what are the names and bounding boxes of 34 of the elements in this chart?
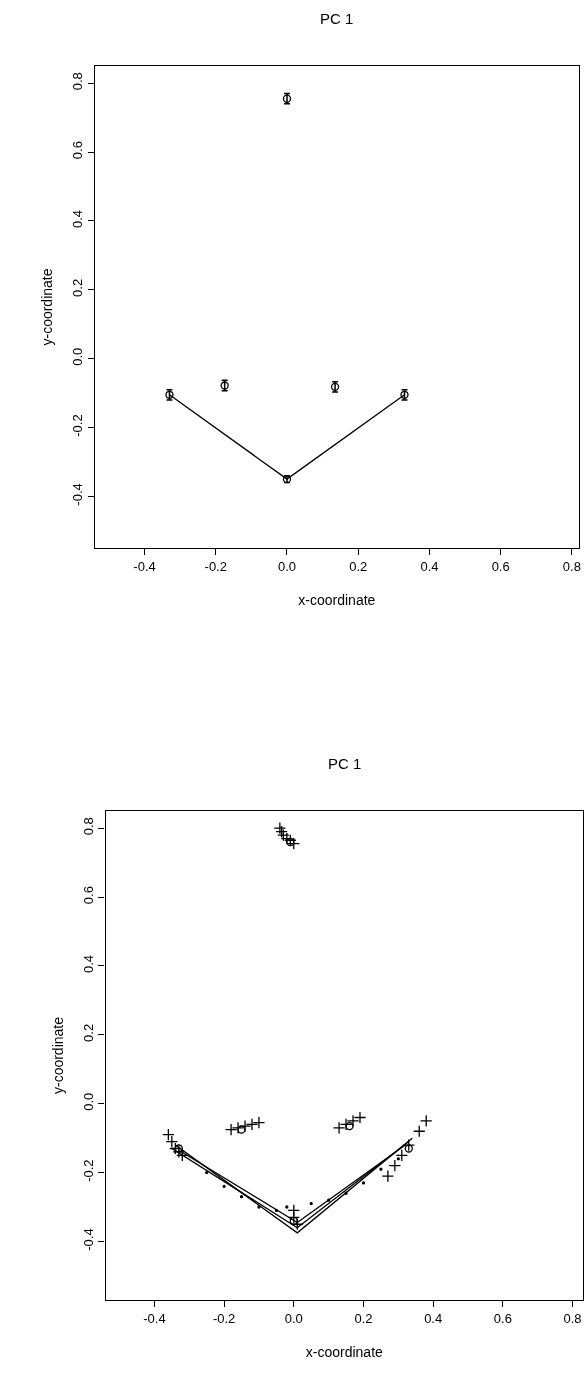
x-tick-label: -0.2 [204,558,227,574]
x-tick-label: 0.4 [420,558,439,574]
x-axis-title: x-coordinate [305,1344,384,1361]
x-axis-title: x-coordinate [298,592,376,609]
x-tick-label: 0.6 [491,558,510,574]
x-tick-label: 0.8 [562,558,581,574]
x-tick-label: 0.4 [424,1310,443,1326]
y-tick-label: 0.6 [81,886,97,905]
chart-title: PC 1 [320,10,354,27]
x-tick-label: 0.0 [284,1310,303,1326]
x-tick-label: 0.6 [493,1310,512,1326]
y-tick-label: 0.2 [70,278,86,297]
y-tick-label: -0.2 [81,1159,97,1182]
y-tick-label: 0.8 [81,817,97,836]
x-tick-label: 0.0 [277,558,297,574]
y-tick-label: 0.0 [70,347,86,366]
y-tick-label: 0.4 [81,954,97,974]
x-tick-label: -0.4 [143,1310,166,1326]
y-tick-label: 0.4 [70,209,86,229]
x-tick-label: 0.2 [354,1310,373,1326]
y-tick-label: -0.2 [70,414,86,437]
y-axis-title: y-coordinate [49,1016,66,1095]
x-tick-label: -0.2 [212,1310,236,1326]
y-tick-label: -0.4 [81,1228,97,1251]
x-tick-label: 0.8 [563,1310,582,1326]
y-tick-label: 0.2 [81,1023,97,1042]
y-tick-label: 0.8 [70,72,86,91]
y-tick-label: 0.6 [70,141,86,160]
x-tick-label: -0.4 [133,558,156,574]
y-tick-label: -0.4 [70,483,86,506]
x-tick-label: 0.2 [349,558,368,574]
y-tick-label: 0.0 [81,1092,97,1111]
y-axis-title: y-coordinate [38,268,55,346]
chart-title: PC 1 [328,755,362,772]
